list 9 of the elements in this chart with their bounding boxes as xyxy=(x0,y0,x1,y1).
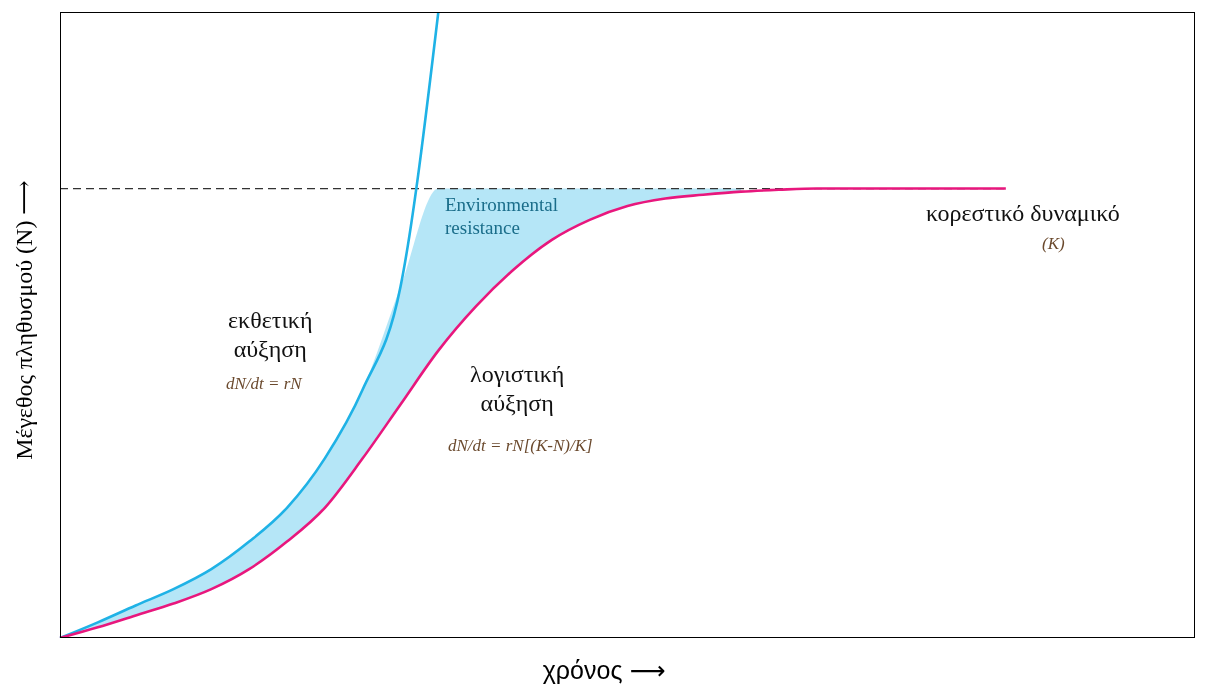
y-axis-title: Μέγεθος πληθυσμού (N) ⟶ xyxy=(10,179,38,462)
annotation: dN/dt = rN[(K-N)/K] xyxy=(448,436,593,457)
annotation: dN/dt = rN xyxy=(226,374,302,395)
text: εκθετική αύξηση xyxy=(228,306,313,364)
series-label: λογιστική αύξηση xyxy=(470,360,565,418)
annotation: (K) xyxy=(1042,234,1065,255)
x-axis-title: χρόνος ⟶ xyxy=(541,656,667,685)
ref-line-label: κορεστικό δυναμικό xyxy=(926,200,1120,227)
annotation: Environmental resistance xyxy=(445,194,559,240)
